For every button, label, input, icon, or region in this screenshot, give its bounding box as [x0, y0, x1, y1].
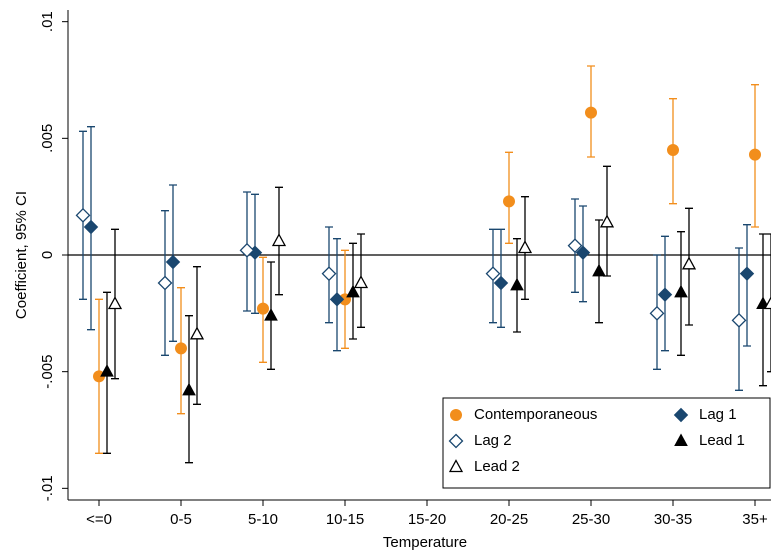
point — [157, 275, 173, 291]
point — [189, 326, 205, 340]
point — [182, 382, 196, 396]
point — [674, 433, 688, 446]
series — [107, 165, 771, 405]
point — [107, 296, 123, 310]
point — [731, 312, 747, 328]
point — [448, 433, 464, 449]
point — [674, 284, 688, 298]
x-tick-label: 35+ — [742, 511, 768, 528]
point — [175, 342, 187, 355]
series — [100, 219, 770, 464]
point — [450, 409, 462, 421]
point — [681, 256, 697, 270]
x-tick-label: 30-35 — [654, 511, 692, 528]
point — [321, 266, 337, 282]
point — [673, 407, 689, 423]
point — [575, 245, 591, 260]
point — [257, 302, 269, 315]
point — [100, 364, 114, 377]
y-axis-title: Coefficient, 95% CI — [13, 191, 30, 319]
y-tick-label: .01 — [39, 11, 56, 32]
x-tick-label: <=0 — [86, 511, 112, 528]
y-tick-label: -.01 — [39, 475, 56, 501]
point — [503, 195, 515, 208]
point — [763, 296, 771, 310]
y-tick-label: -.005 — [39, 355, 56, 389]
legend-label: Lead 1 — [699, 432, 745, 449]
point — [667, 144, 679, 156]
point — [567, 238, 583, 254]
point — [517, 240, 533, 254]
x-tick-label: 5-10 — [248, 511, 278, 528]
x-tick-label: 20-25 — [490, 511, 528, 528]
point — [264, 308, 278, 321]
error-bar — [759, 233, 767, 387]
legend-label: Lag 2 — [474, 432, 512, 449]
series — [75, 130, 747, 391]
point — [592, 263, 606, 277]
legend-label: Lag 1 — [699, 406, 737, 423]
point — [448, 459, 464, 473]
point — [329, 292, 345, 307]
x-tick-label: 25-30 — [572, 511, 610, 528]
y-tick-label: 0 — [39, 251, 56, 259]
point — [510, 277, 524, 291]
point — [739, 266, 755, 281]
error-bar — [743, 224, 751, 347]
series — [83, 126, 755, 352]
legend: Contemporaneous Lag 1 Lag 2 Lead 1 Lead 2 — [442, 397, 771, 489]
legend-box — [442, 397, 771, 489]
y-tick-label: .005 — [39, 124, 56, 153]
point — [485, 266, 501, 282]
x-axis-title: Temperature — [383, 534, 467, 551]
legend-label: Contemporaneous — [474, 406, 597, 423]
point — [599, 214, 615, 228]
point — [75, 207, 91, 223]
point — [657, 287, 673, 302]
legend-label: Lead 2 — [474, 458, 520, 475]
point — [353, 275, 369, 289]
point — [649, 305, 665, 321]
point — [493, 275, 509, 291]
error-bar — [767, 233, 771, 373]
point — [346, 284, 360, 298]
point — [585, 106, 597, 119]
point — [239, 242, 255, 258]
point — [165, 254, 181, 270]
series — [93, 65, 761, 454]
point — [749, 148, 761, 161]
point — [83, 219, 99, 235]
x-tick-label: 10-15 — [326, 511, 364, 528]
x-tick-label: 15-20 — [408, 511, 446, 528]
point — [271, 233, 287, 247]
x-tick-label: 0-5 — [170, 511, 192, 528]
